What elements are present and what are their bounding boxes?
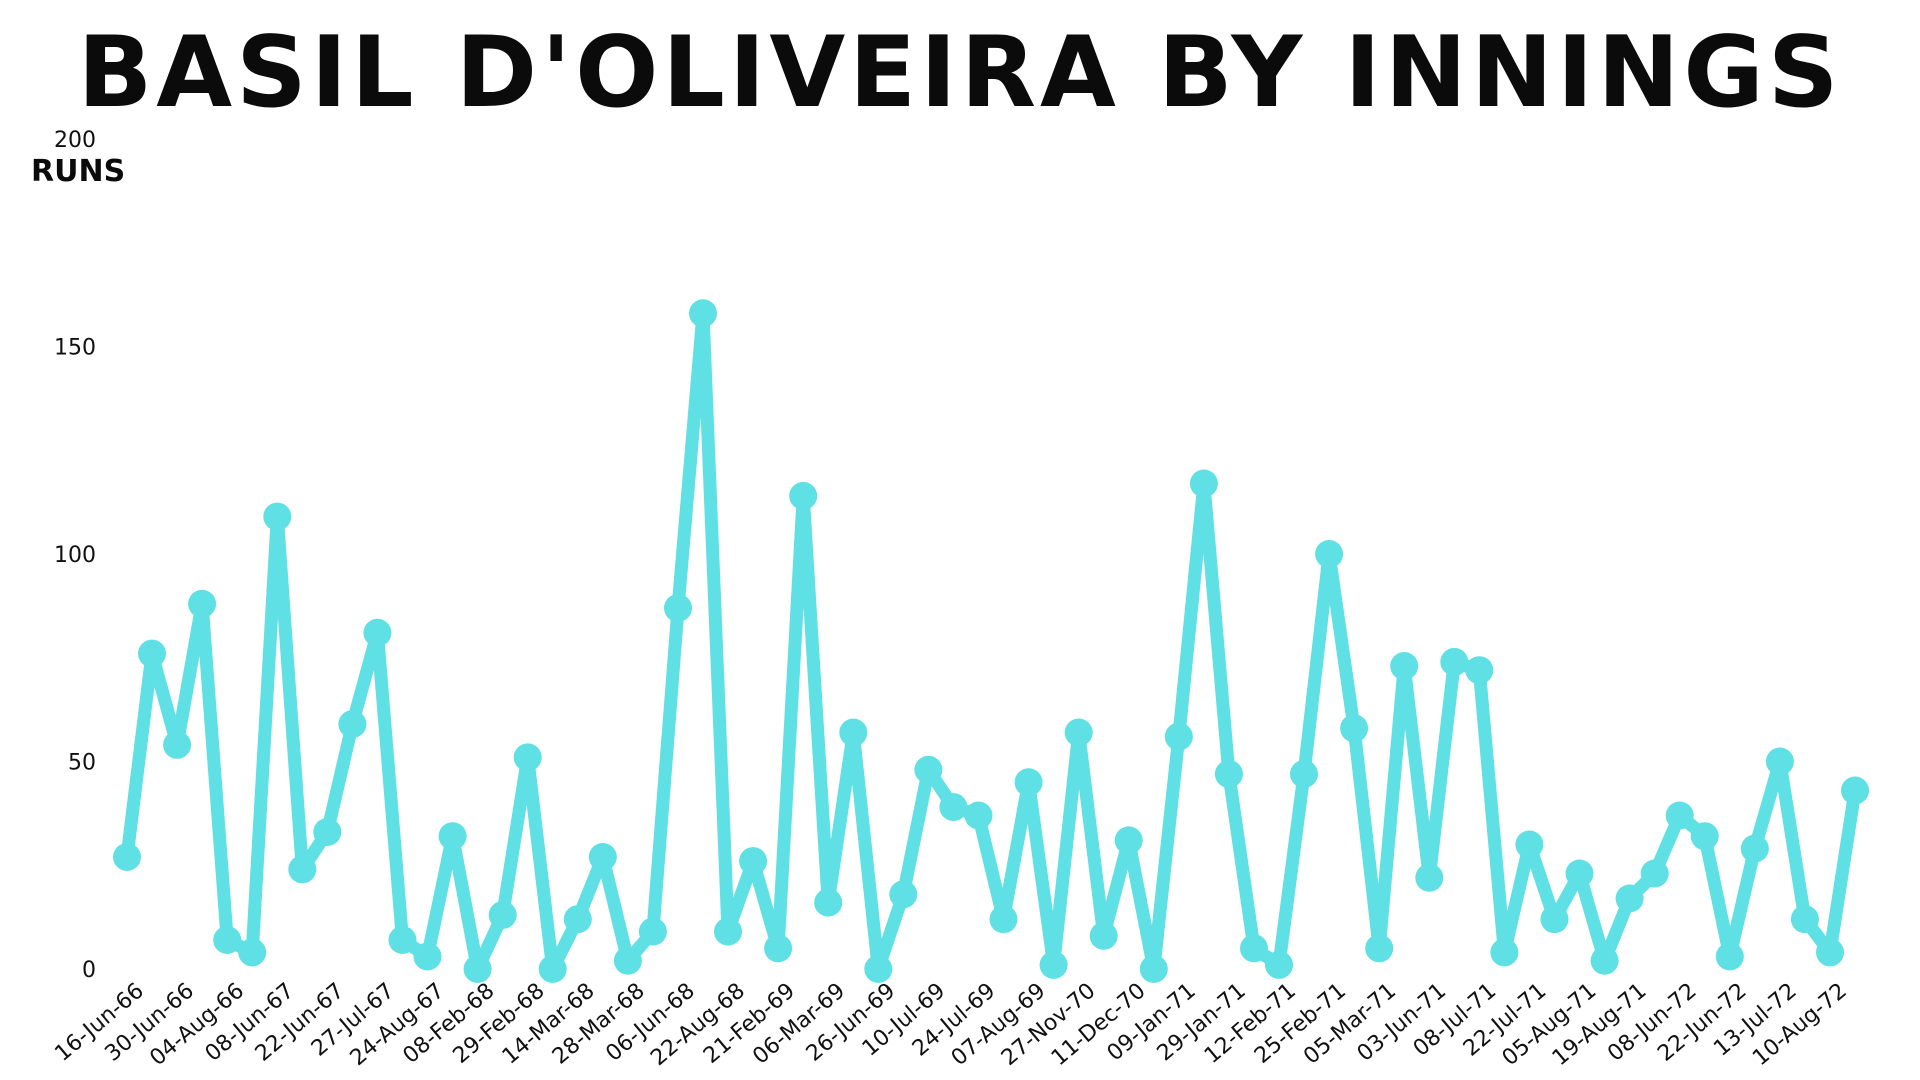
data-point <box>714 917 742 946</box>
data-point <box>1816 938 1844 967</box>
data-point <box>1790 905 1819 934</box>
data-point <box>1315 540 1344 568</box>
data-point <box>413 942 442 971</box>
data-point <box>1415 863 1444 892</box>
data-point <box>889 880 918 909</box>
data-point <box>689 299 717 328</box>
data-point <box>313 818 342 846</box>
data-point <box>513 743 542 772</box>
data-point <box>1014 768 1043 797</box>
data-point <box>1390 652 1419 680</box>
data-point <box>1064 718 1093 747</box>
data-point <box>388 926 417 954</box>
data-point <box>1340 714 1369 743</box>
data-point <box>638 917 667 946</box>
data-point <box>538 955 567 983</box>
data-point <box>188 589 217 618</box>
data-point <box>338 710 367 739</box>
data-point <box>1039 950 1068 979</box>
y-axis-ticks: 0 50 100 150 200 <box>54 128 96 983</box>
data-point <box>363 618 392 647</box>
data-point <box>1290 760 1318 788</box>
data-point <box>1465 656 1494 685</box>
data-point <box>864 955 893 983</box>
data-point <box>964 801 993 830</box>
data-point <box>1565 859 1594 888</box>
data-point <box>914 755 943 784</box>
data-point <box>939 793 968 822</box>
data-point <box>1164 722 1193 751</box>
data-point <box>1089 921 1118 950</box>
y-tick-label: 100 <box>54 543 96 568</box>
data-point <box>1690 822 1719 851</box>
series-group <box>113 299 1869 983</box>
data-point <box>1265 950 1293 979</box>
data-point <box>613 946 642 975</box>
data-point <box>288 855 317 884</box>
chart-title: Basil D'Oliveira by Innings <box>77 16 1843 130</box>
data-point <box>789 481 818 510</box>
data-point <box>1139 955 1168 983</box>
data-point <box>1765 747 1794 776</box>
data-point <box>1841 776 1869 805</box>
data-point <box>438 822 467 851</box>
data-point <box>1615 884 1644 913</box>
data-point <box>1490 938 1519 967</box>
data-point <box>989 905 1018 934</box>
data-point <box>113 843 141 871</box>
data-point <box>213 926 242 954</box>
data-point <box>1214 760 1243 788</box>
data-point <box>1240 934 1268 963</box>
data-point <box>488 901 517 929</box>
data-point <box>839 718 868 747</box>
data-point <box>739 847 768 876</box>
data-point <box>163 730 192 759</box>
data-point <box>238 938 267 967</box>
y-axis-label: RUNS <box>31 154 125 189</box>
data-point <box>1440 647 1469 676</box>
x-axis-ticks: 16-Jun-6630-Jun-6604-Aug-6608-Jun-6722-J… <box>50 978 1851 1071</box>
data-point <box>588 843 617 871</box>
y-tick-label: 50 <box>68 751 96 776</box>
data-point <box>1114 826 1143 855</box>
data-point <box>1540 905 1569 934</box>
y-tick-label: 200 <box>54 128 96 153</box>
data-point <box>563 905 592 934</box>
data-point <box>1515 830 1544 859</box>
data-point <box>1590 946 1619 975</box>
y-tick-label: 0 <box>82 958 96 983</box>
data-point <box>1665 801 1694 830</box>
data-point <box>814 888 843 917</box>
y-tick-label: 150 <box>54 336 96 361</box>
data-point <box>1365 934 1394 963</box>
data-point <box>463 955 492 983</box>
data-point <box>1189 469 1218 498</box>
data-point <box>1740 834 1769 863</box>
data-point <box>1715 942 1744 971</box>
data-point <box>664 594 692 622</box>
data-point <box>263 502 292 531</box>
data-point <box>138 639 166 668</box>
data-point <box>764 934 793 963</box>
data-point <box>1640 859 1669 888</box>
series-line <box>120 306 1862 976</box>
